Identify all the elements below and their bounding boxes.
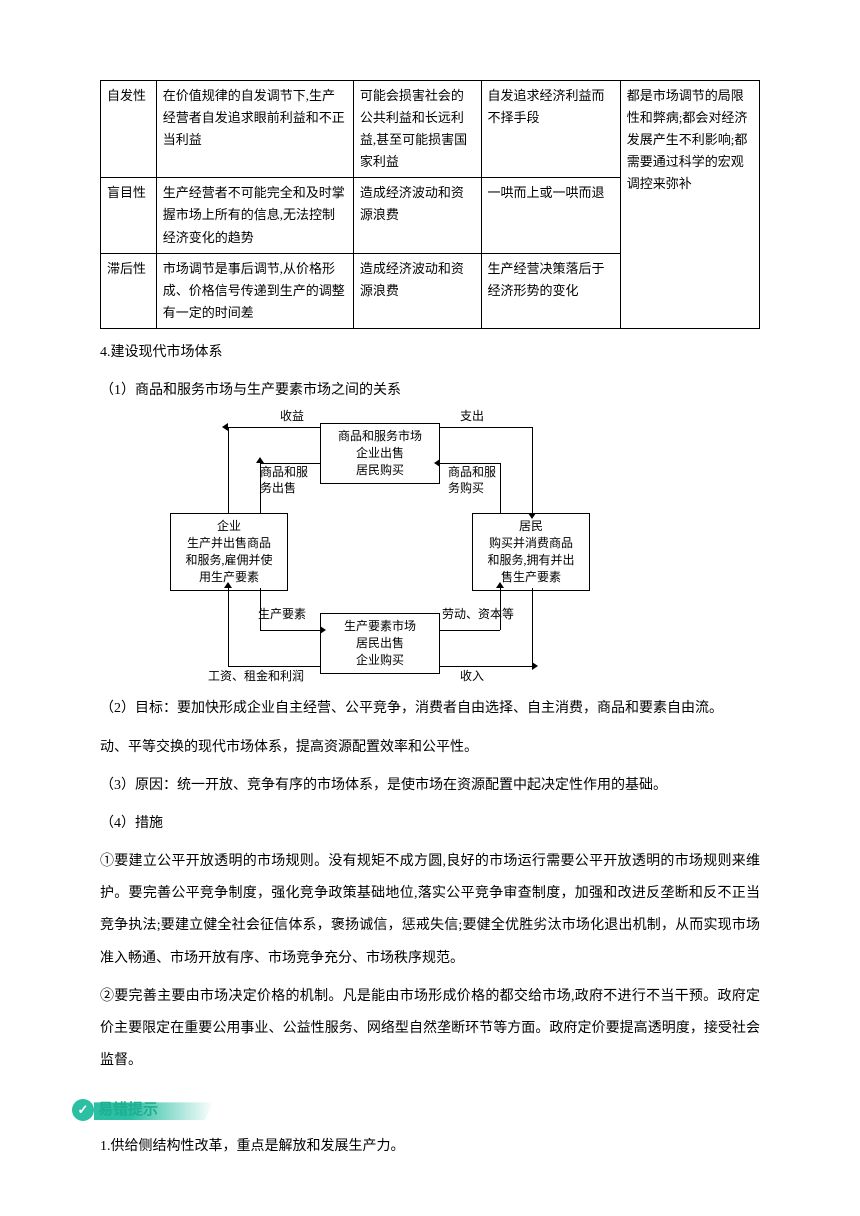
section-heading: 4.建设现代市场体系 xyxy=(100,337,760,369)
paragraph: 动、平等交换的现代市场体系，提高资源配置效率和公平性。 xyxy=(100,732,760,764)
cell: 造成经济波动和资源浪费 xyxy=(353,178,481,253)
cell: 生产经营决策落后于经济形势的变化 xyxy=(481,253,620,328)
cell: 生产经营者不可能完全和及时掌握市场上所有的信息,无法控制经济变化的趋势 xyxy=(156,178,353,253)
box-line: 企业出售 xyxy=(327,445,433,462)
box-line: 购买并消费商品 xyxy=(479,535,583,552)
box-line: 居民购买 xyxy=(327,462,433,479)
diagram-left-box: 企业 生产并出售商品 和服务,雇佣并使 用生产要素 xyxy=(170,513,288,590)
cell: 自发性 xyxy=(101,81,157,178)
cell: 造成经济波动和资源浪费 xyxy=(353,253,481,328)
cell-merged: 都是市场调节的局限性和弊病;都会对经济发展产生不利影响;都需要通过科学的宏观调控… xyxy=(620,81,759,329)
table-row: 自发性 在价值规律的自发调节下,生产经营者自发追求眼前利益和不正当利益 可能会损… xyxy=(101,81,760,178)
callout-ribbon: 易错提示 xyxy=(72,1095,760,1127)
diagram-right-box: 居民 购买并消费商品 和服务,拥有并出 售生产要素 xyxy=(472,513,590,590)
cell: 可能会损害社会的公共利益和长远利益,甚至可能损害国家利益 xyxy=(353,81,481,178)
ribbon-title: 易错提示 xyxy=(98,1098,158,1122)
diagram-label: 收入 xyxy=(460,669,484,685)
cell: 在价值规律的自发调节下,生产经营者自发追求眼前利益和不正当利益 xyxy=(156,81,353,178)
cell: 市场调节是事后调节,从价格形成、价格信号传递到生产的调整有一定的时间差 xyxy=(156,253,353,328)
diagram-label: 商品和服务出售 xyxy=(260,465,308,496)
diagram-label: 劳动、资本等 xyxy=(442,607,514,623)
line xyxy=(228,427,229,513)
paragraph: （2）目标：要加快形成企业自主经营、公平竞争，消费者自由选择、自主消费，商品和要… xyxy=(100,693,760,725)
cell: 自发追求经济利益而不择手段 xyxy=(481,81,620,178)
tip-paragraph: 1.供给侧结构性改革，重点是解放和发展生产力。 xyxy=(100,1131,760,1163)
diagram-label: 生产要素 xyxy=(258,607,306,623)
market-diagram: 商品和服务市场 企业出售 居民购买 企业 生产并出售商品 和服务,雇佣并使 用生… xyxy=(160,413,600,683)
arrow-icon xyxy=(228,588,229,666)
line xyxy=(440,427,532,428)
arrow-icon xyxy=(532,427,533,513)
box-line: 售生产要素 xyxy=(479,569,583,586)
diagram-bottom-box: 生产要素市场 居民出售 企业购买 xyxy=(320,613,440,673)
box-line: 居民出售 xyxy=(327,635,433,652)
box-line: 和服务,雇佣并使 xyxy=(177,552,281,569)
arrow-icon xyxy=(260,630,320,631)
box-line: 企业购买 xyxy=(327,652,433,669)
box-line: 和服务,拥有并出 xyxy=(479,552,583,569)
diagram-top-box: 商品和服务市场 企业出售 居民购买 xyxy=(320,423,440,483)
box-line: 商品和服务市场 xyxy=(327,428,433,445)
sub-heading: （1）商品和服务市场与生产要素市场之间的关系 xyxy=(100,375,760,407)
arrow-icon xyxy=(440,666,532,667)
paragraph: （3）原因：统一开放、竞争有序的市场体系，是使市场在资源配置中起决定性作用的基础… xyxy=(100,770,760,802)
diagram-label: 支出 xyxy=(460,409,484,425)
box-line: 生产要素市场 xyxy=(327,618,433,635)
check-icon xyxy=(72,1099,94,1121)
comparison-table: 自发性 在价值规律的自发调节下,生产经营者自发追求眼前利益和不正当利益 可能会损… xyxy=(100,80,760,329)
line xyxy=(228,666,320,667)
line xyxy=(500,463,501,513)
paragraph: （4）措施 xyxy=(100,808,760,840)
arrow-icon xyxy=(228,427,320,428)
paragraph: ②要完善主要由市场决定价格的机制。凡是能由市场形成价格的都交给市场,政府不进行不… xyxy=(100,981,760,1078)
paragraph: ①要建立公平开放透明的市场规则。没有规矩不成方圆,良好的市场运行需要公平开放透明… xyxy=(100,846,760,975)
cell: 一哄而上或一哄而退 xyxy=(481,178,620,253)
diagram-label: 收益 xyxy=(280,409,304,425)
line xyxy=(440,630,500,631)
diagram-label: 工资、租金和利润 xyxy=(208,669,304,685)
box-line: 企业 xyxy=(177,518,281,535)
line xyxy=(532,588,533,666)
diagram-label: 商品和服务购买 xyxy=(448,465,496,496)
box-line: 居民 xyxy=(479,518,583,535)
box-line: 生产并出售商品 xyxy=(177,535,281,552)
cell: 滞后性 xyxy=(101,253,157,328)
cell: 盲目性 xyxy=(101,178,157,253)
